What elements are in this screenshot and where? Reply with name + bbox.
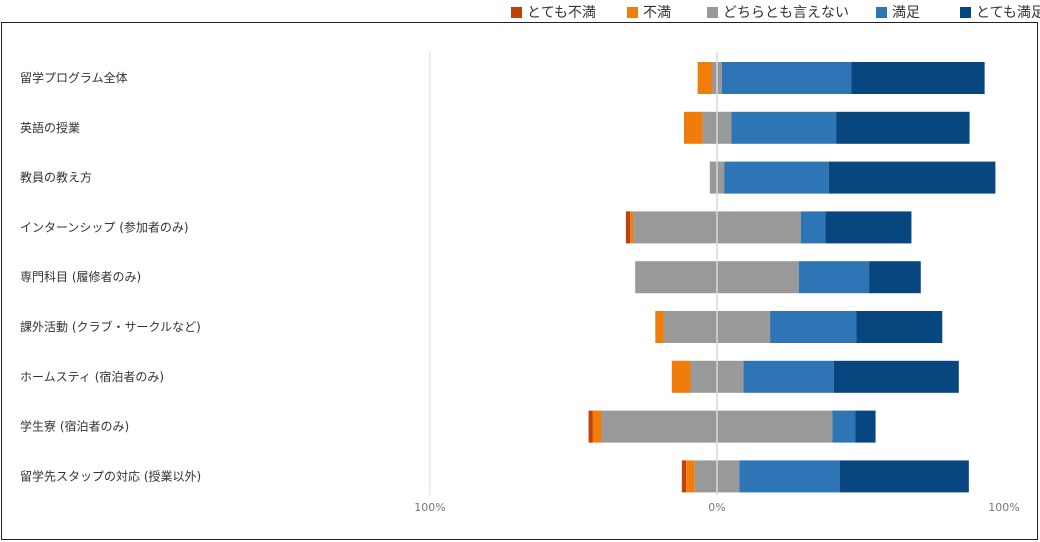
legend-swatch	[876, 6, 887, 18]
legend-item: 満足	[876, 2, 920, 22]
bar-segment	[839, 460, 969, 493]
category-label: 教員の教え方	[20, 170, 92, 185]
category-label: ホームスティ (宿泊者のみ)	[20, 369, 164, 384]
bar-segment	[743, 360, 834, 393]
bar-segment	[851, 62, 985, 94]
bar-segment	[770, 311, 857, 343]
legend-label: 不満	[643, 5, 671, 21]
bar-segment	[588, 410, 593, 443]
bar-segment	[671, 360, 691, 393]
bar-segment	[724, 161, 829, 194]
bar-segment	[798, 261, 870, 294]
bar-segment	[800, 211, 826, 244]
bar-segment	[686, 460, 695, 493]
legend-label: とても不満	[527, 5, 596, 21]
bar-segment	[697, 62, 712, 94]
bar-segment	[681, 460, 687, 493]
legend-swatch	[511, 6, 522, 18]
bar-segment	[856, 311, 943, 343]
bar-segment	[739, 460, 840, 493]
chart-legend: とても不満 不満 どちらとも言えない 満足 とても満足	[0, 0, 1040, 22]
legend-item: 不満	[627, 2, 671, 22]
category-label: インターンシップ (参加者のみ)	[20, 219, 189, 234]
legend-swatch	[707, 6, 718, 18]
bar-segment	[683, 111, 703, 144]
bar-segment	[731, 111, 837, 144]
bar-segment	[655, 311, 664, 343]
legend-swatch	[627, 6, 638, 18]
bar-segment	[722, 62, 852, 94]
bar-segment	[825, 211, 912, 244]
legend-item: とても満足	[960, 2, 1040, 22]
bar-segment	[855, 410, 876, 443]
bar-segment	[869, 261, 921, 294]
category-label: 専門科目 (履修者のみ)	[20, 269, 141, 284]
bar-segment	[836, 111, 970, 144]
x-tick-label: 0%	[708, 501, 725, 514]
legend-swatch	[960, 6, 971, 18]
x-tick-label: 100%	[414, 501, 445, 514]
legend-label: 満足	[892, 5, 920, 21]
bar-segment	[828, 161, 996, 194]
legend-item: とても不満	[511, 2, 596, 22]
bar-segment	[630, 211, 634, 244]
category-label: 英語の授業	[20, 120, 80, 135]
bar-segment	[833, 360, 959, 393]
legend-label: とても満足	[976, 5, 1040, 21]
chart-frame	[1, 22, 1038, 540]
legend-item: どちらとも言えない	[707, 2, 849, 22]
x-tick-label: 100%	[988, 501, 1019, 514]
legend-label: どちらとも言えない	[723, 5, 849, 21]
bar-segment	[592, 410, 602, 443]
bar-segment	[625, 211, 631, 244]
category-label: 留学先スタップの対応 (授業以外)	[20, 468, 201, 483]
bar-segment	[832, 410, 856, 443]
category-label: 留学プログラム全体	[20, 70, 128, 85]
category-label: 学生寮 (宿泊者のみ)	[20, 419, 129, 434]
category-label: 課外活動 (クラブ・サークルなど)	[20, 319, 201, 334]
